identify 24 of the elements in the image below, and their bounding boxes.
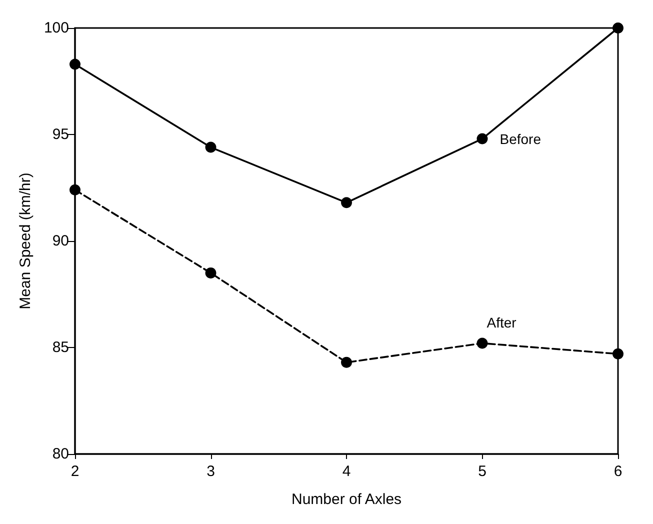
x-tick-label: 3 (206, 463, 215, 480)
x-tick-label: 2 (70, 463, 80, 480)
y-axis-title: Mean Speed (km/hr) (17, 172, 34, 310)
y-tick-label: 100 (44, 20, 69, 36)
point (205, 142, 216, 153)
point (70, 58, 80, 70)
y-tick-label: 90 (52, 232, 69, 250)
point (341, 197, 352, 208)
point (70, 184, 80, 196)
point (476, 133, 488, 144)
point (612, 22, 624, 34)
y-tick-label: 85 (52, 339, 69, 356)
y-tick-label: 95 (52, 126, 69, 143)
x-tick-label: 4 (342, 463, 351, 480)
point (205, 267, 216, 278)
y-tick-label: 80 (52, 446, 69, 462)
point (341, 356, 352, 368)
x-axis-title: Number of Axles (291, 491, 402, 508)
point (476, 338, 488, 349)
x-tick-label: 5 (478, 463, 486, 480)
x-tick-label: 6 (614, 463, 622, 480)
series-label: Before (500, 130, 542, 147)
point (612, 348, 624, 360)
series-label: After (486, 314, 517, 331)
